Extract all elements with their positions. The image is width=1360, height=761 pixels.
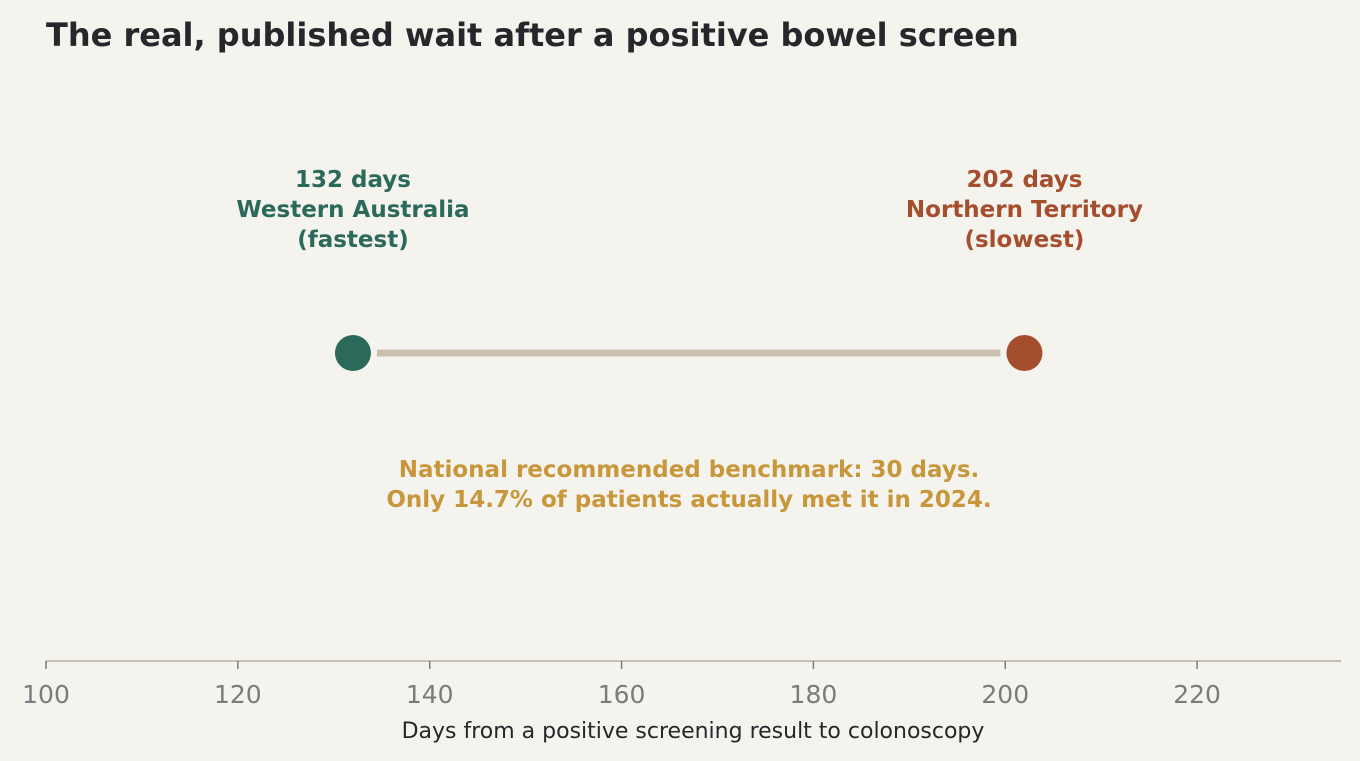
data-point-western-australia [334,335,371,371]
chart-title: The real, published wait after a positiv… [46,16,1019,54]
benchmark-note: National recommended benchmark: 30 days.… [386,457,991,513]
data-point-northern-territory [1006,335,1043,371]
x-tick-label: 140 [406,680,454,709]
point-label-line: Western Australia [236,197,469,223]
benchmark-note-line: Only 14.7% of patients actually met it i… [386,487,991,513]
point-label-line: 132 days [295,167,411,193]
point-label: 132 days Western Australia (fastest) [236,167,469,253]
chart-marks: 132 days Western Australia (fastest) 202 da… [236,167,1143,513]
x-tick-label: 120 [214,680,262,709]
x-axis: 100 120 140 160 180 200 220 [22,660,1341,709]
benchmark-note-line: National recommended benchmark: 30 days. [399,457,980,483]
x-tick-label: 180 [790,680,838,709]
point-label-line: (slowest) [964,227,1084,253]
point-label-line: Northern Territory [906,197,1143,223]
point-label-line: 202 days [966,167,1082,193]
x-axis-label: Days from a positive screening result to… [402,719,985,744]
x-tick-label: 200 [981,680,1029,709]
point-label: 202 days Northern Territory (slowest) [906,167,1143,253]
point-label-line: (fastest) [297,227,409,253]
x-tick-label: 160 [598,680,646,709]
x-tick-label: 220 [1173,680,1221,709]
x-tick-label: 100 [22,680,70,709]
